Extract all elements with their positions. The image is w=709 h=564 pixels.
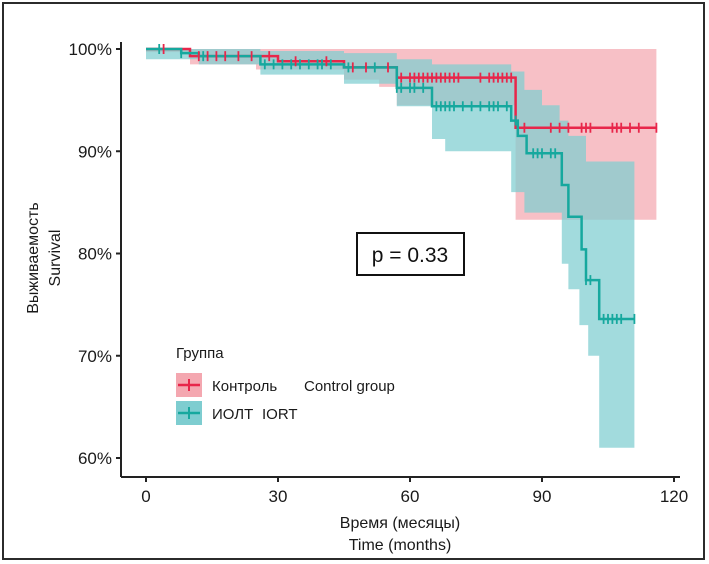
y-axis-title: Выживаемость bbox=[25, 202, 42, 314]
legend-label-control: Контроль bbox=[212, 378, 277, 395]
y-tick-label: 60% bbox=[78, 449, 112, 468]
survival-curves bbox=[146, 47, 657, 321]
survival-curve-iort bbox=[146, 47, 635, 321]
x-tick-label: 120 bbox=[660, 487, 688, 506]
censor-marks bbox=[158, 44, 658, 324]
x-tick-label: 90 bbox=[533, 487, 552, 506]
legend-label-control-en: Control group bbox=[304, 378, 395, 395]
ci-band-iort bbox=[146, 49, 635, 448]
x-axis-title: Время (месяцы) bbox=[340, 515, 460, 532]
p-value-label: p = 0.33 bbox=[372, 244, 448, 267]
x-axis-title-en: Time (months) bbox=[349, 537, 452, 554]
x-tick-label: 60 bbox=[401, 487, 420, 506]
legend-label-iort-en: IORT bbox=[262, 406, 298, 423]
y-tick-label: 80% bbox=[78, 245, 112, 264]
x-ticks: 0 30 60 90 120 bbox=[141, 477, 688, 506]
confidence-bands bbox=[146, 49, 657, 448]
y-tick-label: 90% bbox=[78, 142, 112, 161]
p-value-box: p = 0.33 bbox=[356, 232, 465, 276]
x-tick-label: 0 bbox=[141, 487, 150, 506]
y-axis-title-en: Survival bbox=[47, 230, 64, 287]
y-tick-label: 100% bbox=[69, 40, 112, 59]
legend-item-iort: ИОЛТ IORT bbox=[176, 401, 298, 425]
legend-title: Группа bbox=[176, 345, 224, 362]
legend: Группа Контроль Control group ИОЛТ IORT bbox=[176, 345, 395, 425]
legend-item-control: Контроль Control group bbox=[176, 373, 395, 397]
x-tick-label: 30 bbox=[269, 487, 288, 506]
y-ticks: 60% 70% 80% 90% 100% bbox=[69, 40, 121, 468]
y-tick-label: 70% bbox=[78, 347, 112, 366]
legend-label-iort: ИОЛТ bbox=[212, 406, 253, 423]
